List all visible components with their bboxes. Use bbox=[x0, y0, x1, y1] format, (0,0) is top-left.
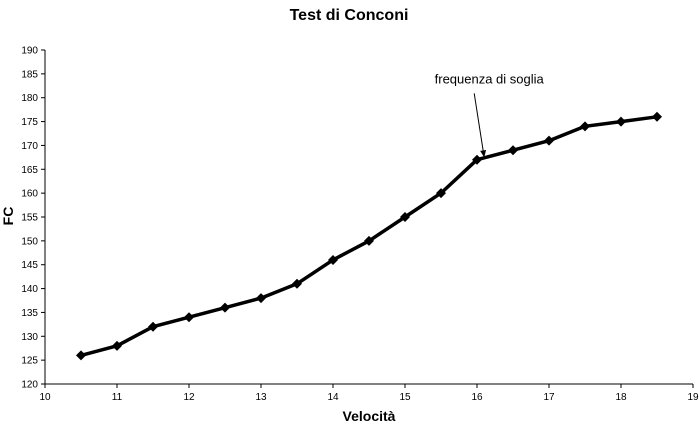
chart-title: Test di Conconi bbox=[290, 7, 409, 24]
x-axis-title: Velocità bbox=[343, 408, 396, 424]
data-point bbox=[184, 312, 194, 323]
data-point bbox=[364, 235, 374, 246]
y-tick-label: 130 bbox=[21, 332, 38, 343]
x-tick-label: 14 bbox=[327, 392, 339, 403]
data-point bbox=[148, 321, 158, 332]
x-tick-label: 19 bbox=[687, 392, 699, 403]
data-point bbox=[76, 350, 86, 361]
y-tick-label: 120 bbox=[21, 380, 38, 391]
y-tick-label: 135 bbox=[21, 308, 38, 319]
data-point bbox=[112, 340, 122, 351]
data-point bbox=[616, 116, 626, 127]
data-point bbox=[472, 154, 482, 165]
x-tick-label: 15 bbox=[399, 392, 411, 403]
data-point bbox=[220, 302, 230, 313]
data-point bbox=[400, 212, 410, 222]
y-tick-label: 155 bbox=[21, 213, 38, 224]
data-point bbox=[256, 293, 266, 304]
series-layer bbox=[76, 111, 662, 361]
x-tick-label: 11 bbox=[112, 392, 123, 403]
x-tick-label: 12 bbox=[183, 392, 195, 403]
x-tick-label: 13 bbox=[255, 392, 267, 403]
data-point bbox=[292, 278, 302, 289]
annotation-layer: frequenza di soglia bbox=[435, 71, 545, 158]
y-tick-label: 165 bbox=[21, 165, 38, 176]
annotation-label: frequenza di soglia bbox=[435, 71, 545, 86]
data-point bbox=[328, 254, 338, 265]
y-tick-label: 190 bbox=[21, 46, 38, 57]
data-point bbox=[544, 135, 554, 146]
y-axis-title: FC bbox=[0, 207, 16, 226]
x-tick-label: 17 bbox=[543, 392, 555, 403]
y-tick-label: 175 bbox=[21, 117, 38, 128]
ticks-layer: 120 125 130 135 140 145 150 155 160 165 170 175 180 1… bbox=[21, 46, 699, 404]
annotation-arrow-line bbox=[473, 93, 485, 158]
y-tick-label: 160 bbox=[21, 189, 38, 200]
data-point bbox=[436, 188, 446, 199]
x-tick-label: 10 bbox=[39, 392, 51, 403]
y-tick-label: 145 bbox=[21, 260, 38, 271]
data-point bbox=[652, 111, 662, 122]
x-tick-label: 16 bbox=[471, 392, 483, 403]
x-tick-label: 18 bbox=[615, 392, 627, 403]
data-point bbox=[508, 145, 518, 156]
y-tick-label: 185 bbox=[21, 69, 38, 80]
y-tick-label: 170 bbox=[21, 141, 38, 152]
data-point bbox=[580, 121, 590, 132]
y-tick-label: 150 bbox=[21, 236, 38, 247]
y-tick-label: 125 bbox=[21, 356, 38, 367]
annotation-arrowhead bbox=[480, 149, 487, 158]
y-tick-label: 140 bbox=[21, 284, 38, 295]
y-tick-label: 180 bbox=[21, 93, 38, 104]
